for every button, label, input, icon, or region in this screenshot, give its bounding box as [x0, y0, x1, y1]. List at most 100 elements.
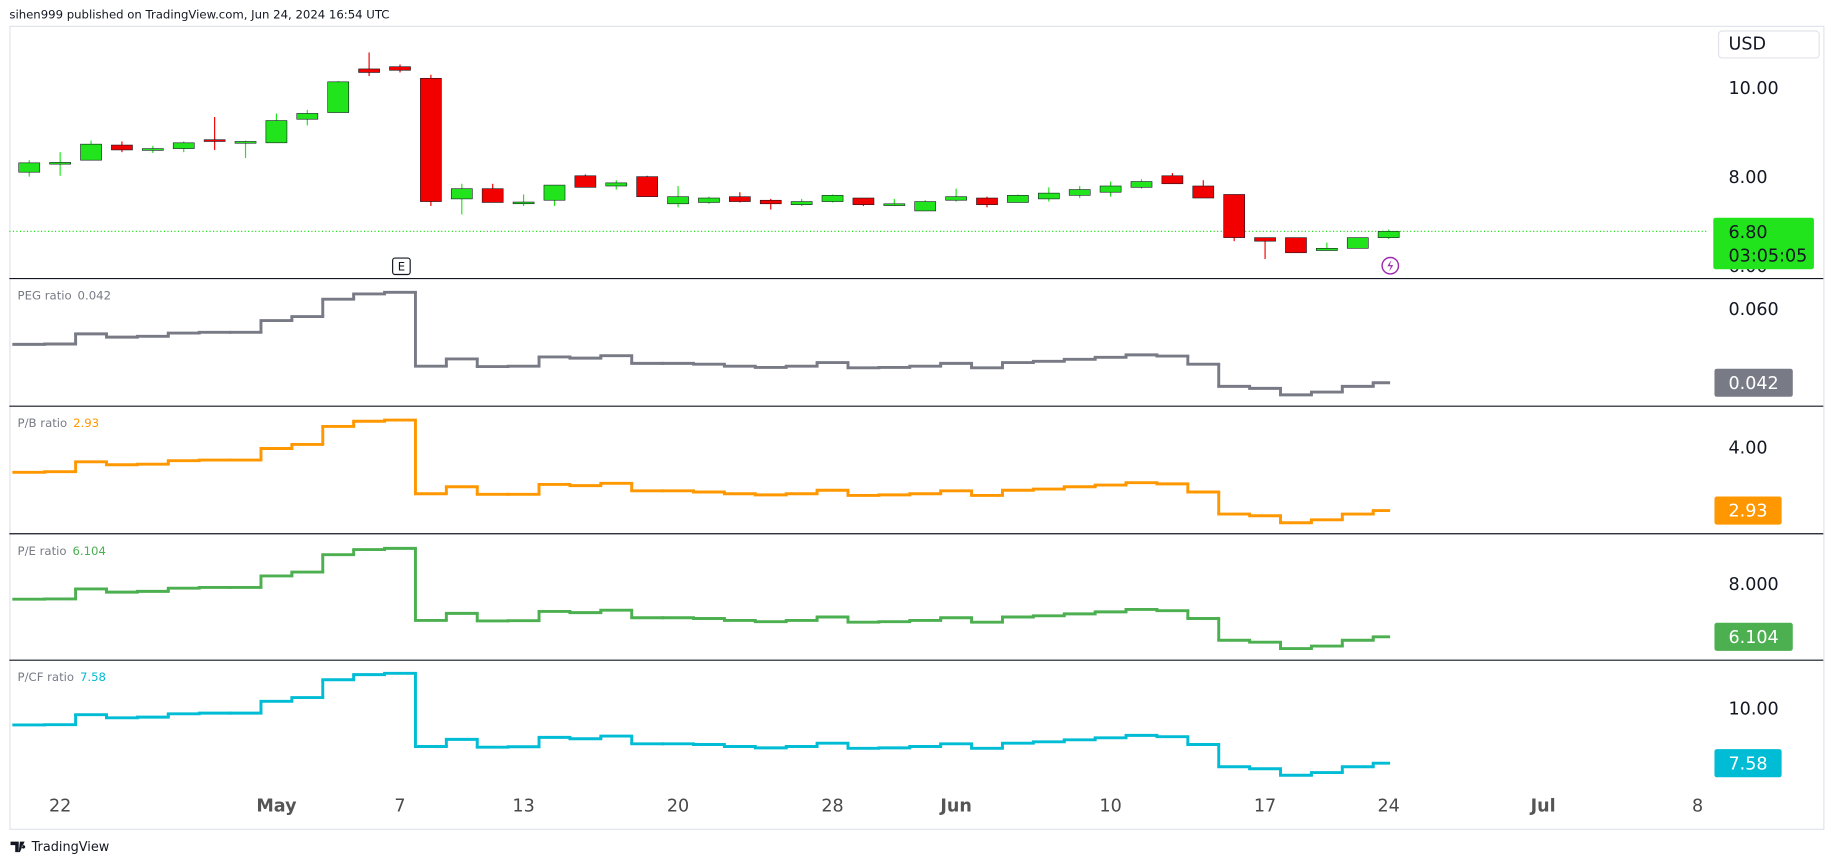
candle-body: [111, 144, 133, 151]
last-value-box: [1714, 749, 1782, 778]
x-tick-label: 20: [667, 796, 689, 816]
candle-body: [389, 66, 411, 71]
y-tick-label: 0.060: [1729, 300, 1779, 320]
footer: TradingView: [10, 840, 110, 855]
candle-body: [729, 196, 751, 202]
candle-body: [667, 196, 689, 205]
event-icon: [1387, 259, 1394, 272]
candle-body: [574, 175, 597, 188]
last-value-tag: 6.104: [1714, 622, 1793, 651]
brand-name: TradingView: [31, 840, 110, 855]
candle-body: [327, 81, 350, 113]
x-tick-label: 10: [1099, 796, 1121, 816]
y-tick-label: 8.00: [1729, 168, 1768, 188]
last-price-label: 6.80: [1729, 223, 1768, 243]
candle-body: [265, 120, 288, 144]
x-tick-label: 13: [512, 796, 534, 816]
candle-body: [172, 142, 195, 149]
dividend-marker[interactable]: [1381, 256, 1400, 275]
last-value-box: [1714, 368, 1793, 397]
last-value-label: 6.104: [1729, 628, 1779, 648]
earnings-box[interactable]: [392, 257, 411, 276]
last-value-box: [1714, 496, 1782, 525]
last-value-tag: 0.042: [1714, 368, 1793, 397]
currency-label[interactable]: USD: [1729, 34, 1766, 54]
currency-button[interactable]: USD: [1717, 30, 1820, 59]
brand-logo: [10, 841, 26, 853]
candle-body: [1192, 185, 1215, 199]
earnings-marker[interactable]: E: [392, 257, 411, 276]
candle-body: [883, 203, 906, 206]
candle-body: [914, 201, 937, 212]
candle-body: [543, 184, 566, 201]
candle-body: [1161, 175, 1184, 185]
candle-body: [296, 113, 319, 120]
legend-name: P/CF ratio: [18, 670, 75, 684]
legend-value: 7.58: [80, 670, 106, 684]
candle-body: [1223, 194, 1246, 238]
candle-body: [1007, 195, 1029, 203]
candle-body: [1130, 181, 1153, 188]
last-price-tag: 6.80 03:05:05: [1713, 217, 1814, 270]
x-tick-label: Jul: [1530, 796, 1556, 816]
candle-body: [481, 188, 504, 203]
legend-value: 2.93: [73, 416, 99, 430]
legend-value: 0.042: [78, 289, 111, 303]
candle-body: [1254, 237, 1276, 242]
candle-body: [1037, 192, 1060, 200]
candle-body: [976, 197, 998, 205]
y-tick-label: 4.00: [1729, 438, 1768, 458]
x-tick-label: 7: [394, 796, 405, 816]
y-tick-label: 10.00: [1729, 699, 1779, 719]
x-tick-label: 24: [1377, 796, 1399, 816]
legend-name: PEG ratio: [18, 289, 72, 303]
candle-body: [1316, 248, 1338, 251]
countdown: 03:05:05: [1729, 246, 1808, 266]
candle-body: [945, 196, 967, 201]
candle-body: [852, 197, 875, 205]
header-text: sihen999 published on TradingView.com, J…: [9, 8, 389, 22]
x-tick-label: May: [256, 796, 297, 816]
candle-body: [18, 162, 41, 173]
candle-body: [450, 188, 473, 200]
last-value-box: [1714, 622, 1793, 651]
candle-body: [1099, 185, 1122, 193]
candle-body: [1068, 189, 1091, 196]
candle-body: [1346, 237, 1369, 249]
candle-body: [636, 176, 658, 197]
currency-box[interactable]: [1717, 30, 1820, 59]
last-value-label: 2.93: [1729, 502, 1768, 522]
last-value-tag: 7.58: [1714, 749, 1782, 778]
earnings-label[interactable]: E: [398, 259, 405, 273]
candle-body: [1377, 231, 1400, 238]
last-value-label: 7.58: [1729, 754, 1768, 774]
candle-body: [512, 201, 535, 205]
x-tick-label: 8: [1692, 796, 1703, 816]
candle-body: [80, 143, 102, 161]
candle-body: [234, 141, 257, 144]
last-value-tag: 2.93: [1714, 496, 1782, 525]
candle-body: [1285, 237, 1307, 254]
y-tick-label: 10.00: [1729, 79, 1779, 99]
x-tick-label: 17: [1254, 796, 1276, 816]
candle-body: [358, 68, 380, 73]
candle-body: [698, 197, 720, 203]
candle-body: [420, 77, 442, 202]
legend-value: 6.104: [72, 544, 105, 558]
candle-body: [605, 182, 628, 187]
candle-body: [790, 201, 813, 205]
x-tick-label: Jun: [939, 796, 972, 816]
candle-body: [142, 148, 164, 151]
last-value-label: 0.042: [1729, 374, 1779, 394]
x-tick-label: 28: [821, 796, 843, 816]
candle-body: [759, 199, 782, 205]
legend-name: P/B ratio: [18, 416, 68, 430]
y-tick-label: 8.000: [1729, 575, 1779, 595]
x-tick-label: 22: [49, 796, 71, 816]
candle-body: [821, 195, 844, 202]
last-price-box: [1713, 217, 1814, 270]
